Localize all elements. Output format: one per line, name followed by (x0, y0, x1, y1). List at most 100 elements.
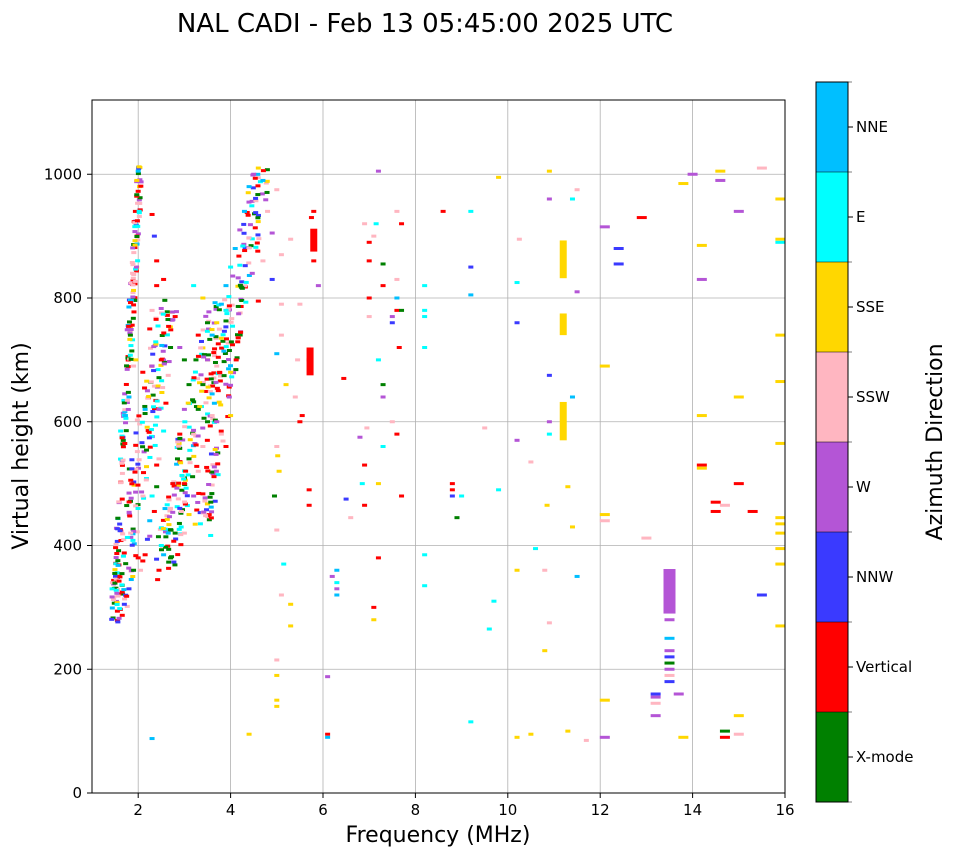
trace-echo-point (233, 368, 239, 372)
echo-point (181, 358, 187, 362)
trace-echo-point (209, 483, 215, 487)
trace-echo-point (215, 462, 221, 466)
trace-echo-point (208, 377, 214, 381)
echo-point (380, 445, 386, 448)
trace-echo-point (115, 516, 121, 520)
trace-echo-point (159, 333, 165, 337)
echo-point (422, 584, 428, 588)
chart-title: NAL CADI - Feb 13 05:45:00 2025 UTC (177, 9, 673, 39)
echo-point (181, 407, 187, 411)
echo-point (775, 240, 786, 244)
echo-point (542, 649, 548, 653)
echo-point (186, 513, 192, 517)
trace-echo-point (226, 367, 232, 371)
echo-point (295, 358, 301, 362)
trace-echo-point (113, 577, 119, 581)
trace-echo-point (109, 606, 115, 610)
trace-echo-point (198, 373, 204, 377)
trace-echo-point (253, 199, 259, 203)
trace-echo-point (241, 222, 247, 226)
echo-point (775, 624, 786, 628)
trace-echo-point (130, 575, 136, 579)
trace-echo-point (114, 539, 120, 543)
trace-echo-point (243, 300, 249, 304)
echo-point (362, 222, 368, 226)
trace-echo-point (142, 404, 148, 408)
trace-echo-point (220, 333, 226, 337)
echo-point (269, 277, 275, 281)
echo-point (122, 414, 128, 418)
trace-echo-point (256, 237, 262, 241)
echo-point (151, 509, 157, 513)
x-tick-label: 10 (498, 801, 517, 819)
echo-point (394, 277, 400, 281)
trace-echo-point (204, 508, 210, 512)
echo-point (299, 414, 305, 418)
echo-point (756, 166, 767, 170)
trace-echo-point (195, 434, 201, 438)
echo-point (528, 460, 534, 464)
trace-echo-point (113, 542, 119, 546)
trace-echo-point (135, 462, 141, 466)
trace-echo-point (175, 497, 181, 501)
colorbar: X-mode Vertical NNW W SSW SSE E NNE (815, 81, 913, 803)
echo-point (161, 553, 167, 557)
trace-echo-point (154, 557, 160, 561)
trace-echo-point (171, 480, 177, 484)
echo-point (214, 321, 220, 325)
trace-echo-point (171, 560, 177, 564)
colorbar-title: Azimuth Direction (923, 343, 948, 540)
echo-point (156, 407, 162, 411)
echo-point (334, 587, 340, 591)
echo-point (664, 673, 675, 677)
echo-point (664, 661, 675, 665)
trace-echo-point (130, 276, 136, 280)
trace-echo-point (247, 223, 253, 227)
trace-echo-point (161, 362, 167, 366)
trace-echo-point (131, 529, 137, 533)
echo-point (281, 562, 287, 566)
trace-echo-point (218, 429, 224, 433)
trace-echo-point (182, 491, 188, 495)
echo-point (172, 315, 178, 319)
trace-echo-point (199, 352, 205, 356)
echo-point (343, 497, 349, 501)
trace-echo-point (113, 562, 119, 566)
echo-point (380, 383, 386, 387)
trace-echo-point (168, 528, 174, 532)
trace-echo-point (234, 333, 240, 337)
trace-echo-point (163, 535, 169, 539)
trace-echo-point (238, 285, 244, 289)
trace-echo-point (124, 398, 130, 402)
trace-echo-point (213, 307, 219, 311)
trace-echo-point (213, 380, 219, 384)
trace-echo-point (127, 514, 133, 518)
y-tick-label: 400 (53, 537, 82, 555)
trace-echo-point (164, 310, 170, 314)
trace-echo-point (123, 562, 129, 566)
echo-point (246, 732, 252, 736)
echo-point (181, 531, 187, 535)
trace-echo-point (128, 344, 134, 348)
x-tick-label: 14 (683, 801, 702, 819)
echo-point (440, 209, 446, 213)
echo-point (193, 358, 199, 362)
trace-echo-point (183, 486, 189, 490)
y-tick-label: 0 (72, 784, 82, 802)
trace-echo-point (135, 189, 141, 193)
echo-point (209, 414, 215, 418)
trace-echo-point (146, 430, 152, 434)
echo-point (496, 175, 502, 179)
trace-echo-point (131, 251, 137, 255)
x-axis-label: Frequency (MHz) (346, 823, 531, 848)
trace-echo-point (126, 305, 132, 309)
trace-echo-point (135, 238, 141, 242)
trace-echo-point (249, 237, 255, 241)
trace-echo-point (205, 353, 211, 357)
trace-echo-point (226, 349, 232, 353)
trace-echo-point (263, 198, 269, 202)
trace-echo-point (211, 376, 217, 380)
trace-echo-point (226, 295, 232, 299)
echo-point (546, 169, 552, 173)
echo-point (454, 516, 460, 520)
